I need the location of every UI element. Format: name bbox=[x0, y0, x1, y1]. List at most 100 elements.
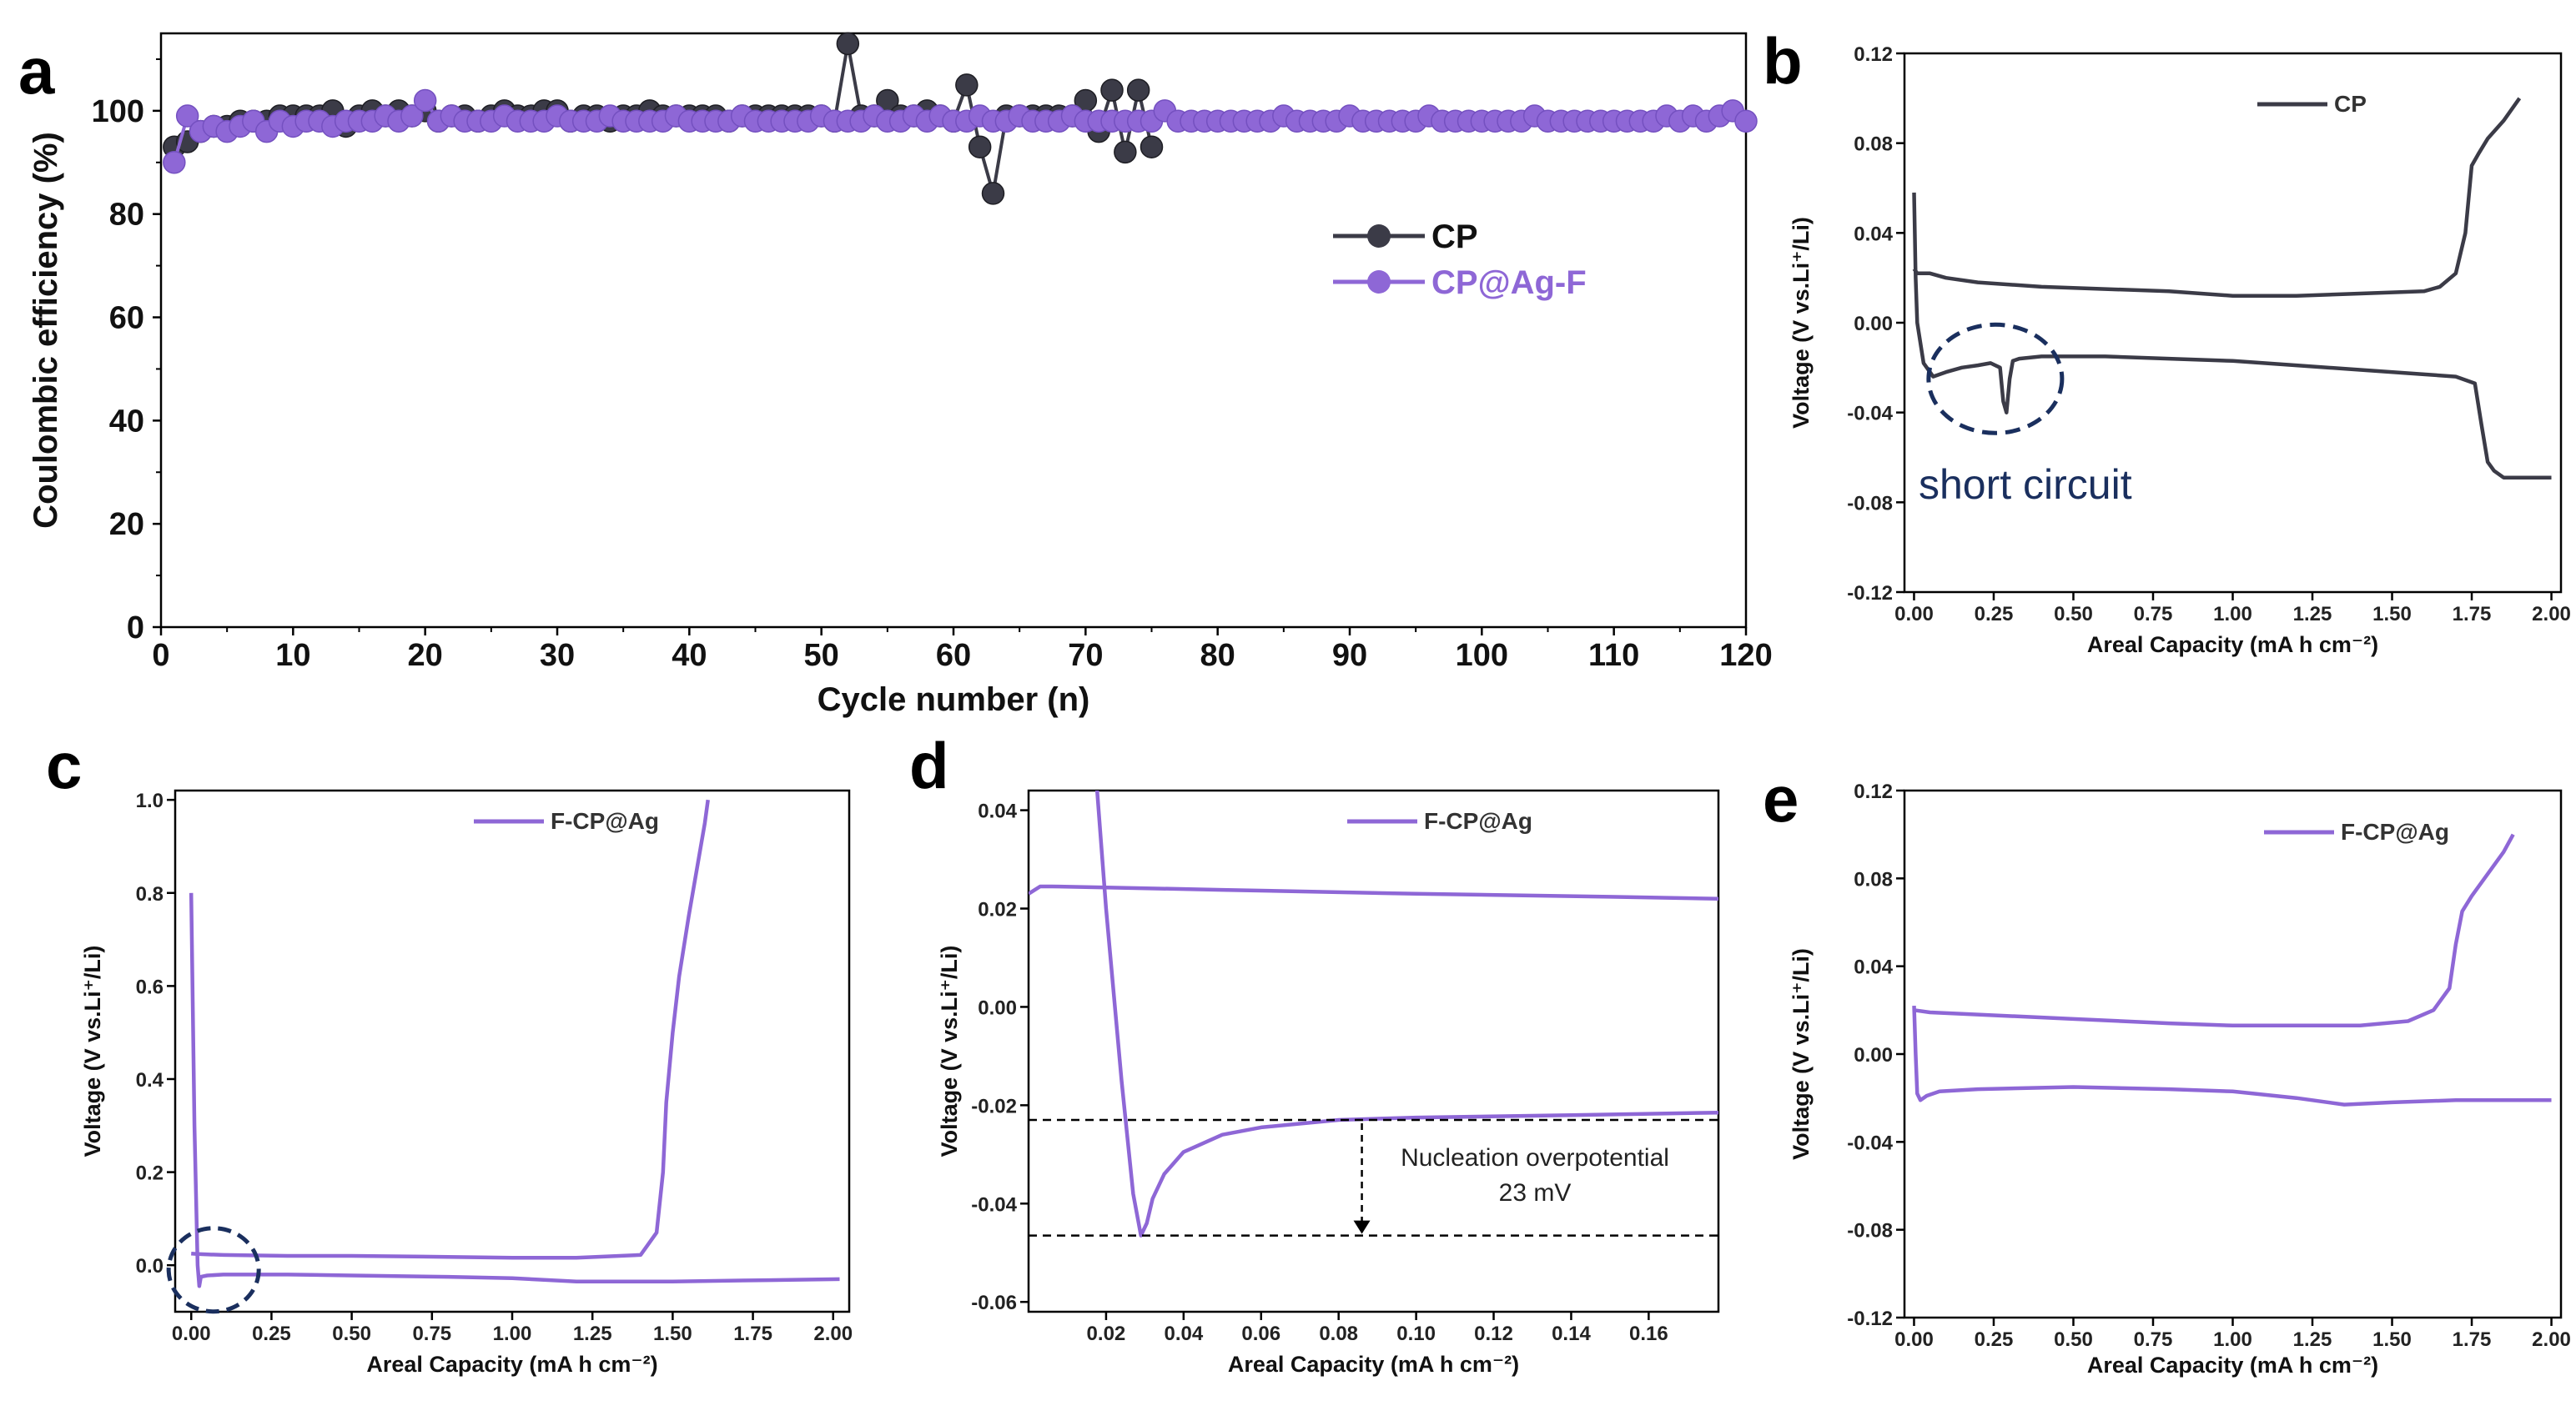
legend-marker bbox=[1367, 224, 1391, 248]
y-axis-label: Voltage (V vs.Li⁺/Li) bbox=[937, 946, 962, 1157]
x-tick-label: 0.75 bbox=[2134, 603, 2173, 625]
data-point bbox=[400, 104, 424, 128]
data-point bbox=[1140, 135, 1164, 158]
panel-label: e bbox=[1763, 762, 1799, 836]
x-tick-label: 0.06 bbox=[1241, 1323, 1280, 1345]
x-tick-label: 1.00 bbox=[493, 1323, 532, 1345]
chart-b: 0.00 0.25 0.50 0.75 1.00 1.25 1.50 1.75 2.00 -0.1… bbox=[1763, 24, 2571, 657]
data-point bbox=[1734, 109, 1758, 133]
y-tick-label: 0.2 bbox=[136, 1162, 164, 1185]
x-axis-label: Areal Capacity (mA h cm⁻²) bbox=[1228, 1352, 1519, 1377]
legend-entry: CP bbox=[2334, 91, 2367, 117]
legend: F-CP@Ag bbox=[2264, 819, 2449, 845]
y-tick-label: -0.04 bbox=[1847, 403, 1893, 425]
series-cp-ag-f bbox=[163, 88, 1758, 174]
series-line bbox=[1029, 884, 1718, 901]
x-tick-label: 70 bbox=[1068, 638, 1103, 673]
series-line bbox=[1912, 192, 2552, 480]
y-axis-label: Voltage (V vs.Li⁺/Li) bbox=[1789, 217, 1814, 429]
data-point bbox=[968, 135, 992, 158]
y-tick-label: 0.12 bbox=[1854, 781, 1893, 803]
nucleation-circle bbox=[166, 1226, 261, 1314]
x-tick-label: 2.00 bbox=[2532, 1328, 2571, 1351]
x-tick-label: 1.75 bbox=[733, 1323, 772, 1345]
series-line bbox=[1912, 97, 2522, 298]
data-point bbox=[981, 182, 1005, 205]
legend-marker bbox=[1367, 270, 1391, 294]
panel-label: b bbox=[1763, 24, 1803, 98]
y-tick-label: -0.12 bbox=[1847, 1308, 1893, 1330]
overpotential-annotation-line2: 23 mV bbox=[1499, 1179, 1572, 1207]
y-axis-label: Coulombic efficiency (%) bbox=[28, 132, 64, 529]
x-tick-label: 110 bbox=[1588, 638, 1639, 673]
x-tick-label: 0.00 bbox=[1894, 603, 1934, 625]
panel-label: c bbox=[46, 729, 82, 802]
data-point bbox=[836, 32, 860, 56]
x-tick-label: 0.50 bbox=[332, 1323, 371, 1345]
short-circuit-annotation: short circuit bbox=[1919, 461, 2132, 508]
x-axis-label: Cycle number (n) bbox=[818, 681, 1090, 718]
y-tick-label: -0.08 bbox=[1847, 1220, 1893, 1243]
x-tick-label: 0.25 bbox=[252, 1323, 291, 1345]
x-tick-label: 1.50 bbox=[653, 1323, 692, 1345]
x-tick-label: 1.25 bbox=[2293, 1328, 2332, 1351]
x-axis-label: Areal Capacity (mA h cm⁻²) bbox=[2087, 632, 2378, 657]
x-tick-label: 0.00 bbox=[1894, 1328, 1934, 1351]
y-tick-label: 0.4 bbox=[136, 1069, 164, 1092]
y-tick-label: 0.8 bbox=[136, 883, 164, 906]
x-tick-label: 0.75 bbox=[412, 1323, 451, 1345]
x-axis-label: Areal Capacity (mA h cm⁻²) bbox=[366, 1352, 657, 1377]
x-tick-label: 2.00 bbox=[813, 1323, 853, 1345]
x-tick-label: 1.25 bbox=[2293, 603, 2332, 625]
chart-c: 0.00 0.25 0.50 0.75 1.00 1.25 1.50 1.75 2.00 0.0 0… bbox=[46, 729, 853, 1377]
overpotential-annotation-line1: Nucleation overpotential bbox=[1401, 1144, 1669, 1172]
legend: CP CP@Ag-F bbox=[1333, 218, 1587, 301]
y-tick-label: 0.04 bbox=[1854, 223, 1893, 245]
x-tick-label: 0.08 bbox=[1319, 1323, 1358, 1345]
series-line bbox=[191, 799, 710, 1260]
y-tick-label: 0.00 bbox=[1854, 1044, 1893, 1067]
plot-frame-e bbox=[1903, 789, 2563, 1319]
x-tick-label: 0.02 bbox=[1087, 1323, 1126, 1345]
y-tick-label: 0.0 bbox=[136, 1255, 164, 1278]
x-tick-label: 20 bbox=[408, 638, 443, 673]
x-tick-label: 50 bbox=[804, 638, 839, 673]
legend: CP bbox=[2257, 91, 2367, 117]
data-point bbox=[163, 151, 186, 174]
y-tick-label: 0.04 bbox=[978, 801, 1017, 823]
x-tick-label: 0.14 bbox=[1552, 1323, 1591, 1345]
short-circuit-circle bbox=[1926, 322, 2065, 435]
x-tick-label: 1.25 bbox=[573, 1323, 612, 1345]
x-tick-label: 1.00 bbox=[2213, 1328, 2252, 1351]
y-tick-label: 0.00 bbox=[978, 997, 1017, 1019]
y-tick-label: 0.08 bbox=[1854, 868, 1893, 891]
panel-label: a bbox=[18, 34, 55, 108]
x-tick-label: 1.75 bbox=[2453, 1328, 2492, 1351]
series-line bbox=[189, 892, 840, 1288]
plot-frame-b bbox=[1903, 52, 2563, 594]
x-tick-label: 120 bbox=[1719, 638, 1772, 673]
x-tick-label: 0.16 bbox=[1629, 1323, 1668, 1345]
data-point bbox=[1114, 140, 1137, 164]
y-axis-label: Voltage (V vs.Li⁺/Li) bbox=[80, 946, 105, 1157]
x-tick-label: 0.04 bbox=[1164, 1323, 1203, 1345]
x-tick-label: 0.25 bbox=[1975, 1328, 2014, 1351]
x-tick-label: 0.00 bbox=[172, 1323, 211, 1345]
plot-frame-d bbox=[1027, 789, 1720, 1313]
x-tick-label: 30 bbox=[540, 638, 575, 673]
x-tick-label: 100 bbox=[1456, 638, 1508, 673]
data-point bbox=[1100, 78, 1124, 102]
data-point bbox=[1126, 78, 1150, 102]
legend-entry: F-CP@Ag bbox=[2341, 819, 2449, 845]
legend: F-CP@Ag bbox=[474, 808, 659, 834]
y-tick-label: -0.04 bbox=[1847, 1132, 1893, 1154]
y-tick-label: 0.6 bbox=[136, 976, 164, 998]
data-point bbox=[955, 73, 979, 97]
x-tick-label: 0 bbox=[152, 638, 169, 673]
legend-entry: F-CP@Ag bbox=[551, 808, 659, 834]
legend-entry: CP@Ag-F bbox=[1431, 264, 1587, 301]
plot-frame-c bbox=[174, 789, 851, 1313]
x-tick-label: 0.12 bbox=[1474, 1323, 1513, 1345]
series-line bbox=[1914, 833, 2515, 1028]
